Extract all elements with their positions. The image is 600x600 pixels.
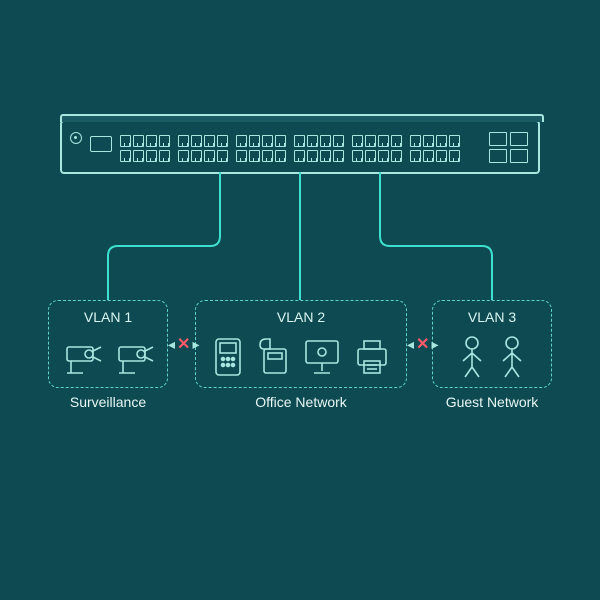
diagram-canvas: VLAN 1 Surveillance VLAN 2 Office Networ… (0, 0, 600, 600)
rj45-port (378, 150, 389, 162)
rj45-port (365, 135, 376, 147)
rj45-port (320, 150, 331, 162)
sfp-slot (489, 149, 507, 163)
sfp-slot (489, 132, 507, 146)
rj45-port (249, 150, 260, 162)
rj45-port (391, 135, 402, 147)
rj45-port (333, 135, 344, 147)
rj45-port (249, 135, 260, 147)
blocked-x-icon: ✕ (177, 337, 190, 353)
vlan-icons (443, 331, 541, 379)
rj45-port (204, 150, 215, 162)
vlan-title: VLAN 1 (59, 309, 157, 325)
rj45-port (178, 150, 189, 162)
rj45-port (262, 135, 273, 147)
isolation-marker: ◂ ✕ ▸ (407, 336, 438, 353)
rj45-port (146, 135, 157, 147)
rj45-port (146, 150, 157, 162)
person-icon (497, 333, 527, 379)
sfp-slot (510, 132, 528, 146)
rj45-port (236, 135, 247, 147)
rj45-port (352, 150, 363, 162)
rj45-port (307, 150, 318, 162)
rj45-port (307, 135, 318, 147)
rj45-port (178, 135, 189, 147)
rj45-port (449, 135, 460, 147)
rj45-port (410, 150, 421, 162)
rj45-port (378, 135, 389, 147)
rj45-port-bank (120, 132, 468, 164)
vlan-caption: Office Network (195, 394, 407, 410)
rj45-port (159, 135, 170, 147)
vlan-box-1: VLAN 1 (48, 300, 168, 388)
rj45-port (262, 150, 273, 162)
arrow-right-icon: ▸ (192, 336, 199, 353)
vlan-title: VLAN 2 (206, 309, 396, 325)
network-switch (60, 120, 540, 174)
sfp-slot-group (489, 132, 528, 163)
brand-logo-icon (70, 132, 82, 144)
printer-icon (352, 335, 392, 379)
rj45-port (352, 135, 363, 147)
vlan-box-3: VLAN 3 (432, 300, 552, 388)
vlan-icons (206, 331, 396, 379)
rj45-port (423, 150, 434, 162)
rj45-port (294, 150, 305, 162)
rj45-port (365, 150, 376, 162)
rj45-port (217, 135, 228, 147)
management-port-icon (90, 136, 112, 152)
rj45-port (191, 135, 202, 147)
rj45-port (449, 150, 460, 162)
vlan-title: VLAN 3 (443, 309, 541, 325)
sfp-slot (510, 149, 528, 163)
rj45-port (391, 150, 402, 162)
person-icon (457, 333, 487, 379)
rj45-port (191, 150, 202, 162)
blocked-x-icon: ✕ (416, 337, 429, 353)
rj45-port (275, 150, 286, 162)
rj45-port (275, 135, 286, 147)
rj45-port (217, 150, 228, 162)
vlan-icons (59, 331, 157, 379)
desk-phone-icon (256, 335, 292, 379)
arrow-right-icon: ▸ (431, 336, 438, 353)
camera-icon (113, 337, 155, 379)
vlan-caption: Surveillance (48, 394, 168, 410)
rj45-port (120, 150, 131, 162)
isolation-marker: ◂ ✕ ▸ (168, 336, 199, 353)
rj45-port (320, 135, 331, 147)
rj45-port (436, 135, 447, 147)
rj45-port (133, 150, 144, 162)
rj45-port (133, 135, 144, 147)
rj45-port (410, 135, 421, 147)
vlan-box-2: VLAN 2 (195, 300, 407, 388)
switch-top-edge (60, 114, 544, 122)
rj45-port (236, 150, 247, 162)
rj45-port (204, 135, 215, 147)
arrow-left-icon: ◂ (168, 336, 175, 353)
rj45-port (436, 150, 447, 162)
rj45-port (423, 135, 434, 147)
camera-icon (61, 337, 103, 379)
ip-phone-icon (210, 335, 246, 379)
rj45-port (333, 150, 344, 162)
arrow-left-icon: ◂ (407, 336, 414, 353)
rj45-port (120, 135, 131, 147)
rj45-port (294, 135, 305, 147)
monitor-icon (302, 335, 342, 379)
vlan-caption: Guest Network (432, 394, 552, 410)
rj45-port (159, 150, 170, 162)
